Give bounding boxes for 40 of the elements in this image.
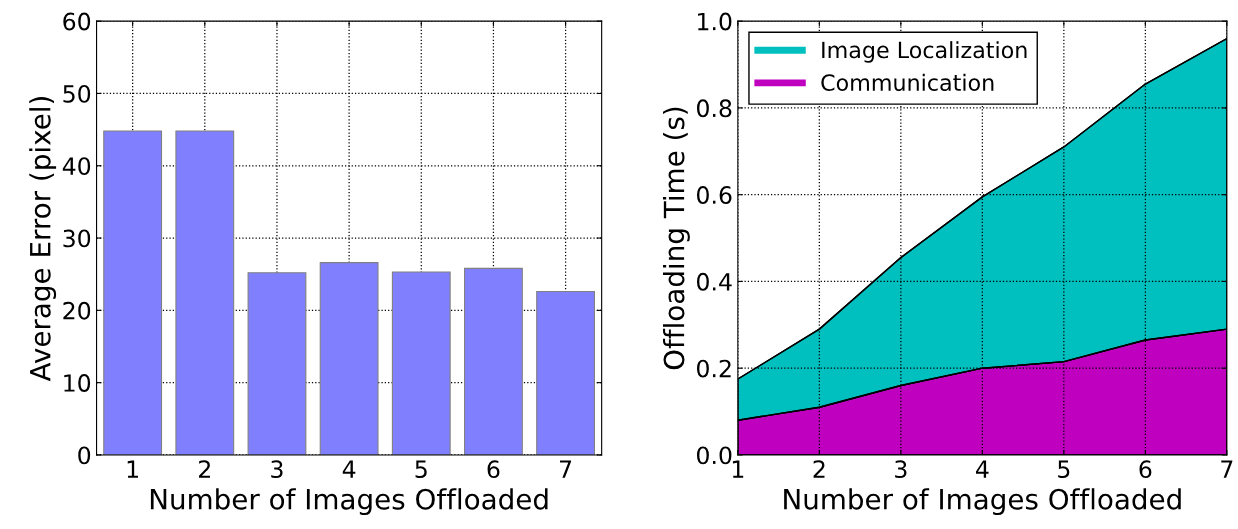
y-axis-title: Offloading Time (s) [663,107,690,370]
x-tick-label: 4 [342,460,356,478]
y-tick-label: 20 [63,301,91,320]
y-tick-label: 0 [78,446,91,465]
x-tick-label: 2 [199,460,210,478]
x-tick-label: 6 [487,460,500,479]
y-tick-label: 0.8 [696,99,732,118]
x-tick-label: 5 [1058,460,1070,479]
y-tick-label: 50 [63,84,91,103]
x-tick-label: 2 [813,460,825,478]
y-tick-label: 0.0 [696,446,732,465]
bar [103,130,163,455]
y-tick-label: 1.0 [698,12,732,31]
x-tick-label: 6 [1139,460,1152,479]
x-tick-label: 7 [560,460,572,478]
y-axis-title: Average Error (pixel) [29,97,57,382]
x-tick-label: 1 [127,460,138,478]
x-tick-label: 5 [415,460,427,479]
bar [536,290,596,455]
bar [247,272,307,455]
x-tick-label: 1 [732,460,744,478]
x-tick-label: 4 [976,460,989,478]
y-tick-label: 0.6 [696,186,732,204]
y-tick-label: 30 [63,229,91,248]
y-tick-label: 0.2 [696,359,731,378]
x-tick-label: 7 [1221,460,1233,478]
x-axis-title: Number of Images Offloaded [150,488,548,516]
y-tick-label: 10 [64,374,91,392]
bar [391,271,451,455]
legend-label: Communication [821,73,994,91]
x-tick-label: 3 [895,460,907,479]
bar [319,262,379,455]
x-tick-label: 3 [271,460,283,479]
bar [175,130,235,455]
x-axis-title: Number of Images Offloaded [784,488,1181,516]
bar [464,267,523,455]
y-tick-label: 40 [62,157,91,176]
legend-label: Image Localization [822,41,1027,63]
y-tick-label: 60 [63,12,91,31]
y-tick-label: 0.4 [696,272,732,291]
